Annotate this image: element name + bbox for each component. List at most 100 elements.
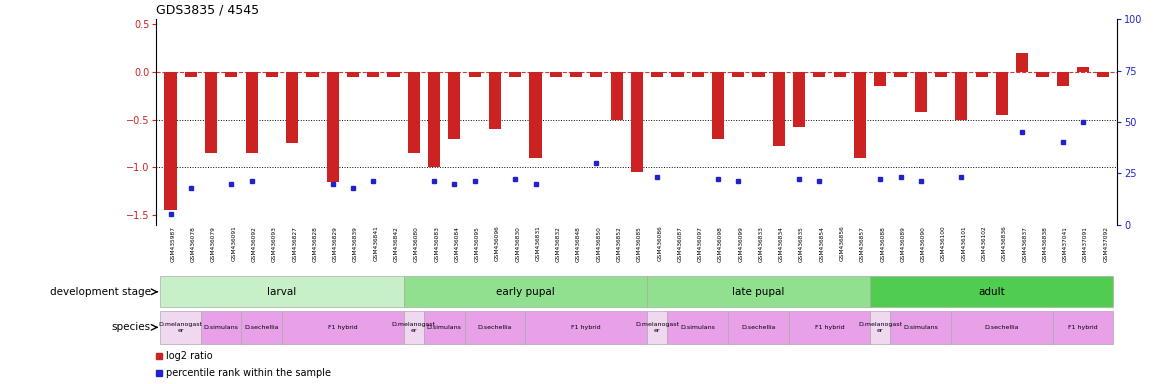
Bar: [891, 311, 951, 344]
Bar: [1036, 72, 1048, 76]
Bar: [813, 72, 826, 76]
Text: GSM436829: GSM436829: [332, 226, 338, 262]
Text: D.sechellia: D.sechellia: [741, 325, 776, 330]
Text: GSM436090: GSM436090: [921, 226, 925, 262]
Bar: [185, 72, 197, 76]
Bar: [691, 72, 704, 76]
Bar: [367, 72, 380, 76]
Bar: [610, 72, 623, 119]
Text: D.simulans: D.simulans: [204, 325, 239, 330]
Text: GSM437092: GSM437092: [1104, 226, 1108, 262]
Text: GSM436097: GSM436097: [698, 226, 703, 262]
Text: larval: larval: [267, 287, 296, 297]
Bar: [1053, 311, 1113, 344]
Bar: [870, 276, 1113, 307]
Text: GSM436842: GSM436842: [394, 226, 398, 262]
Text: GSM436085: GSM436085: [637, 226, 642, 262]
Text: GSM436083: GSM436083: [434, 226, 439, 262]
Bar: [283, 311, 404, 344]
Bar: [1097, 72, 1109, 76]
Text: GSM436848: GSM436848: [576, 226, 581, 262]
Bar: [975, 72, 988, 76]
Text: GSM436101: GSM436101: [961, 226, 966, 261]
Bar: [591, 72, 602, 76]
Text: GSM436086: GSM436086: [658, 226, 662, 262]
Bar: [1016, 53, 1028, 72]
Text: GSM436079: GSM436079: [211, 226, 217, 262]
Text: GSM436093: GSM436093: [272, 226, 277, 262]
Bar: [404, 311, 424, 344]
Text: D.sechellia: D.sechellia: [478, 325, 512, 330]
Text: GSM436841: GSM436841: [373, 226, 379, 262]
Text: species: species: [111, 322, 151, 333]
Bar: [347, 72, 359, 76]
Bar: [245, 72, 258, 153]
Text: GSM436080: GSM436080: [413, 226, 419, 262]
Text: GSM436091: GSM436091: [232, 226, 236, 262]
Text: GSM436832: GSM436832: [556, 226, 560, 262]
Bar: [870, 311, 891, 344]
Text: adult: adult: [979, 287, 1005, 297]
Bar: [307, 72, 318, 76]
Text: GSM436096: GSM436096: [494, 226, 500, 262]
Bar: [894, 72, 907, 76]
Bar: [161, 311, 201, 344]
Text: F1 hybrid: F1 hybrid: [815, 325, 844, 330]
Text: GSM436084: GSM436084: [454, 226, 460, 262]
Bar: [424, 311, 464, 344]
Text: GSM436828: GSM436828: [313, 226, 317, 262]
Text: GSM436856: GSM436856: [840, 226, 844, 262]
Bar: [647, 276, 870, 307]
Bar: [489, 72, 501, 129]
Bar: [647, 311, 667, 344]
Text: GDS3835 / 4545: GDS3835 / 4545: [156, 3, 259, 17]
Text: GSM436836: GSM436836: [1002, 226, 1007, 262]
Text: GSM436838: GSM436838: [1042, 226, 1048, 262]
Text: D.sechellia: D.sechellia: [244, 325, 279, 330]
Text: GSM436834: GSM436834: [779, 226, 784, 262]
Bar: [935, 72, 947, 76]
Bar: [404, 276, 647, 307]
Text: GSM436088: GSM436088: [880, 226, 885, 262]
Bar: [667, 311, 728, 344]
Bar: [996, 72, 1007, 115]
Bar: [469, 72, 481, 76]
Bar: [529, 72, 542, 158]
Text: GSM436099: GSM436099: [739, 226, 743, 262]
Bar: [550, 72, 562, 76]
Text: GSM436854: GSM436854: [820, 226, 824, 262]
Text: GSM436827: GSM436827: [292, 226, 298, 262]
Bar: [951, 311, 1053, 344]
Bar: [834, 72, 845, 76]
Bar: [651, 72, 664, 76]
Text: GSM436089: GSM436089: [901, 226, 906, 262]
Bar: [1056, 72, 1069, 86]
Text: GSM436830: GSM436830: [515, 226, 520, 262]
Text: GSM436100: GSM436100: [941, 226, 946, 262]
Text: D.melanogast
er: D.melanogast er: [391, 322, 435, 333]
Text: F1 hybrid: F1 hybrid: [571, 325, 601, 330]
Bar: [266, 72, 278, 76]
Bar: [728, 311, 789, 344]
Bar: [448, 72, 461, 139]
Bar: [631, 72, 643, 172]
Text: GSM436078: GSM436078: [191, 226, 196, 262]
Text: F1 hybrid: F1 hybrid: [328, 325, 358, 330]
Text: GSM436835: GSM436835: [799, 226, 804, 262]
Bar: [201, 311, 242, 344]
Text: F1 hybrid: F1 hybrid: [1068, 325, 1098, 330]
Text: GSM436839: GSM436839: [353, 226, 358, 262]
Text: GSM436098: GSM436098: [718, 226, 723, 262]
Text: GSM436850: GSM436850: [596, 226, 601, 262]
Bar: [510, 72, 521, 76]
Bar: [226, 72, 237, 76]
Bar: [526, 311, 647, 344]
Text: early pupal: early pupal: [496, 287, 555, 297]
Bar: [874, 72, 886, 86]
Bar: [1077, 67, 1089, 72]
Text: GSM437041: GSM437041: [1063, 226, 1068, 262]
Bar: [570, 72, 582, 76]
Bar: [753, 72, 764, 76]
Text: GSM436095: GSM436095: [475, 226, 479, 262]
Text: GSM436833: GSM436833: [758, 226, 763, 262]
